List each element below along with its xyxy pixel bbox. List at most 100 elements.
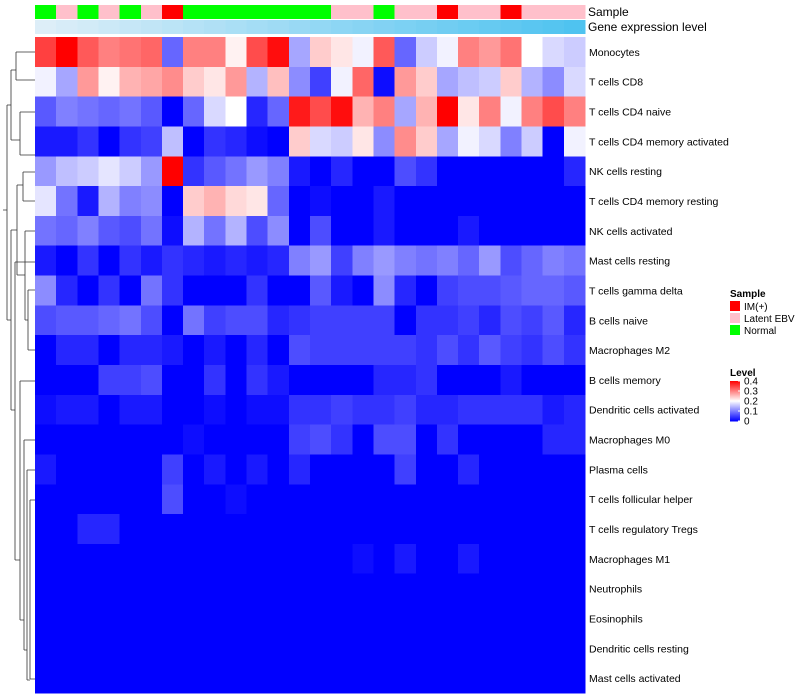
heatmap-cell — [35, 394, 57, 425]
heatmap-cell — [77, 156, 99, 187]
heatmap-cell — [479, 126, 501, 157]
heatmap-cell — [35, 305, 57, 336]
heatmap-cell — [394, 37, 417, 68]
heatmap-cell — [352, 96, 374, 127]
sample-annotation-bar — [35, 5, 586, 19]
heatmap-cell — [288, 126, 311, 157]
heatmap-cell — [56, 514, 78, 545]
heatmap-cell — [373, 37, 395, 68]
heatmap-cell — [161, 305, 184, 336]
heatmap-cell — [479, 96, 501, 127]
sample-annotation-cell — [331, 5, 353, 19]
heatmap-cell — [521, 424, 543, 455]
legend-gradient-step — [730, 416, 740, 418]
heatmap-cell — [140, 514, 163, 545]
heatmap-cell — [161, 633, 184, 664]
heatmap-cell — [98, 215, 120, 247]
row-label: T cells CD4 naive — [589, 107, 671, 119]
legend-gradient-step — [730, 408, 740, 410]
heatmap-cell — [436, 275, 459, 306]
heatmap-cell — [161, 573, 184, 604]
heatmap-cell — [56, 663, 78, 694]
heatmap-cell — [140, 394, 163, 425]
heatmap-cell — [479, 394, 501, 425]
heatmap-cell — [246, 603, 268, 634]
heatmap-cell — [119, 66, 142, 97]
legend-gradient-step — [730, 401, 740, 403]
legend-gradient-step — [730, 396, 740, 398]
heatmap-cell — [373, 365, 395, 396]
heatmap-cell — [542, 603, 565, 634]
heatmap-cell — [56, 394, 78, 425]
heatmap-cell — [500, 305, 522, 336]
heatmap-cell — [373, 573, 395, 604]
heatmap-cell — [373, 96, 395, 127]
heatmap-cell — [458, 424, 480, 455]
heatmap-cell — [436, 424, 459, 455]
heatmap-cell — [204, 663, 226, 694]
heatmap-cell — [352, 663, 374, 694]
heatmap-cell — [310, 275, 332, 306]
heatmap-cell — [542, 66, 565, 97]
heatmap-cell — [563, 215, 586, 247]
heatmap-cell — [119, 424, 142, 455]
heatmap-cell — [267, 335, 290, 366]
heatmap-cell — [98, 275, 120, 306]
gene-expression-annotation-cell — [352, 20, 374, 34]
legend-sample-label: Latent EBV — [744, 314, 795, 325]
heatmap-cell — [415, 305, 438, 336]
heatmap-cell — [225, 573, 247, 604]
heatmap-cell — [331, 335, 353, 366]
heatmap-cell — [415, 245, 438, 276]
heatmap-cell — [563, 365, 586, 396]
legend-gradient-step — [730, 415, 740, 417]
legend-gradient-step — [730, 419, 740, 421]
heatmap-cell — [394, 275, 417, 306]
heatmap-cell — [56, 96, 78, 127]
legend-gradient-step — [730, 406, 740, 408]
heatmap-cell — [140, 66, 163, 97]
heatmap-cell — [394, 186, 417, 217]
heatmap-cell — [436, 335, 459, 366]
heatmap-cell — [310, 454, 332, 485]
heatmap-cell — [415, 454, 438, 485]
sample-annotation-cell — [436, 5, 459, 19]
sample-annotation-cell — [563, 5, 586, 19]
gene-expression-annotation-label: Gene expression level — [588, 20, 707, 34]
heatmap-cell — [479, 543, 501, 575]
heatmap-cell — [521, 275, 543, 306]
heatmap-cell — [500, 215, 522, 247]
heatmap-cell — [288, 186, 311, 217]
heatmap-cell — [225, 66, 247, 97]
heatmap-cell — [288, 335, 311, 366]
heatmap-cell — [161, 245, 184, 276]
heatmap-cell — [98, 305, 120, 336]
row-label: Macrophages M1 — [589, 554, 670, 566]
heatmap-cell — [331, 305, 353, 336]
row-labels: Monocytes T cells CD8 T cells CD4 naive T c… — [589, 47, 729, 685]
heatmap-cell — [183, 543, 205, 575]
heatmap-cell — [394, 454, 417, 485]
sample-annotation-cell — [415, 5, 438, 19]
heatmap-cell — [521, 335, 543, 366]
heatmap-cell — [267, 305, 290, 336]
heatmap-cell — [500, 186, 522, 217]
heatmap-cell — [373, 126, 395, 157]
legend-gradient-step — [730, 395, 740, 397]
heatmap-cell — [119, 305, 142, 336]
heatmap-cell — [246, 394, 268, 425]
heatmap-cell — [415, 394, 438, 425]
gene-expression-annotation-cell — [288, 20, 311, 34]
heatmap-cell — [352, 245, 374, 276]
heatmap-cell — [500, 454, 522, 485]
legend-gradient-step — [730, 383, 740, 385]
sample-annotation-cell — [225, 5, 247, 19]
dendrogram-branch — [14, 261, 35, 681]
gene-expression-annotation-bar — [35, 20, 586, 34]
heatmap-cell — [310, 573, 332, 604]
heatmap-cell — [436, 245, 459, 276]
heatmap-cell — [119, 156, 142, 187]
heatmap-cell — [415, 37, 438, 68]
heatmap-cell — [77, 305, 99, 336]
heatmap-cell — [161, 484, 184, 515]
